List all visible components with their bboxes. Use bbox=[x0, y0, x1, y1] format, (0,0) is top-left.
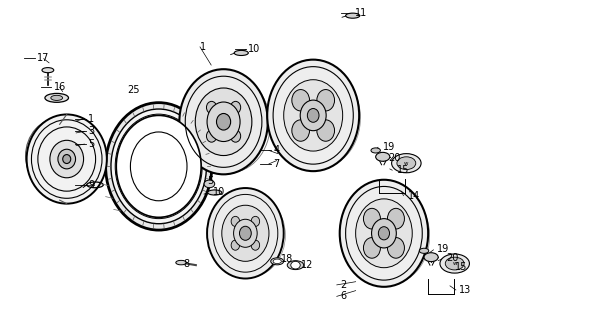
Ellipse shape bbox=[176, 260, 186, 265]
Ellipse shape bbox=[230, 101, 241, 114]
Ellipse shape bbox=[195, 88, 252, 156]
Ellipse shape bbox=[356, 199, 413, 268]
Text: 19: 19 bbox=[383, 142, 395, 152]
Text: 15: 15 bbox=[397, 165, 410, 175]
Text: 20: 20 bbox=[446, 253, 458, 263]
Ellipse shape bbox=[376, 152, 390, 161]
Ellipse shape bbox=[111, 109, 206, 224]
Ellipse shape bbox=[206, 130, 217, 142]
Text: 12: 12 bbox=[301, 260, 314, 269]
Text: 10: 10 bbox=[213, 188, 225, 197]
Ellipse shape bbox=[317, 120, 335, 141]
Ellipse shape bbox=[392, 154, 421, 173]
Ellipse shape bbox=[424, 253, 438, 262]
Text: w: w bbox=[404, 161, 408, 166]
Ellipse shape bbox=[204, 180, 215, 188]
Ellipse shape bbox=[346, 13, 360, 18]
Text: 13: 13 bbox=[459, 285, 472, 295]
Ellipse shape bbox=[58, 149, 76, 169]
Text: 17: 17 bbox=[37, 53, 50, 63]
Ellipse shape bbox=[307, 108, 319, 122]
Text: 9: 9 bbox=[88, 180, 94, 190]
Ellipse shape bbox=[179, 69, 268, 174]
Text: 10: 10 bbox=[248, 44, 261, 54]
Ellipse shape bbox=[239, 226, 251, 240]
Ellipse shape bbox=[233, 219, 257, 247]
Text: 11: 11 bbox=[355, 8, 366, 19]
Ellipse shape bbox=[300, 100, 326, 131]
Ellipse shape bbox=[397, 157, 416, 170]
Ellipse shape bbox=[388, 237, 404, 258]
Ellipse shape bbox=[440, 254, 469, 273]
Text: 1: 1 bbox=[200, 42, 206, 52]
Ellipse shape bbox=[207, 188, 284, 278]
Ellipse shape bbox=[251, 216, 259, 227]
Ellipse shape bbox=[42, 68, 54, 73]
Ellipse shape bbox=[378, 227, 389, 240]
Ellipse shape bbox=[27, 115, 107, 204]
Ellipse shape bbox=[284, 80, 343, 151]
Text: w: w bbox=[453, 261, 457, 266]
Ellipse shape bbox=[50, 140, 83, 178]
Text: 2: 2 bbox=[340, 280, 346, 290]
Ellipse shape bbox=[230, 130, 241, 142]
Ellipse shape bbox=[231, 216, 239, 227]
Ellipse shape bbox=[45, 93, 69, 102]
Ellipse shape bbox=[51, 95, 63, 100]
Ellipse shape bbox=[207, 102, 240, 141]
Ellipse shape bbox=[371, 148, 381, 153]
Text: 5: 5 bbox=[207, 176, 213, 186]
Ellipse shape bbox=[251, 240, 259, 250]
Ellipse shape bbox=[363, 208, 381, 229]
Ellipse shape bbox=[216, 114, 230, 130]
Text: 15: 15 bbox=[454, 262, 467, 272]
Ellipse shape bbox=[131, 132, 187, 201]
Text: 14: 14 bbox=[408, 191, 420, 201]
Ellipse shape bbox=[363, 237, 381, 258]
Text: 20: 20 bbox=[389, 153, 401, 164]
Ellipse shape bbox=[116, 116, 201, 217]
Text: 6: 6 bbox=[340, 292, 346, 301]
Text: 8: 8 bbox=[183, 259, 190, 268]
Text: 16: 16 bbox=[54, 82, 66, 92]
Ellipse shape bbox=[106, 103, 212, 230]
Text: 19: 19 bbox=[437, 244, 449, 254]
Text: 4: 4 bbox=[273, 146, 279, 156]
Ellipse shape bbox=[63, 155, 71, 164]
Text: 3: 3 bbox=[88, 126, 94, 136]
Ellipse shape bbox=[267, 60, 359, 171]
Text: 25: 25 bbox=[127, 85, 139, 95]
Text: 18: 18 bbox=[281, 254, 294, 264]
Text: 1: 1 bbox=[88, 114, 94, 124]
Ellipse shape bbox=[115, 114, 202, 219]
Ellipse shape bbox=[420, 248, 428, 253]
Ellipse shape bbox=[271, 258, 284, 265]
Ellipse shape bbox=[287, 261, 304, 270]
Text: 5: 5 bbox=[88, 139, 94, 149]
Ellipse shape bbox=[292, 90, 310, 111]
Ellipse shape bbox=[231, 240, 239, 250]
Ellipse shape bbox=[206, 101, 217, 114]
Ellipse shape bbox=[292, 120, 310, 141]
Ellipse shape bbox=[372, 219, 397, 248]
Ellipse shape bbox=[25, 118, 94, 194]
Ellipse shape bbox=[207, 190, 222, 195]
Ellipse shape bbox=[317, 90, 335, 111]
Ellipse shape bbox=[388, 208, 404, 229]
Ellipse shape bbox=[234, 50, 248, 55]
Ellipse shape bbox=[340, 180, 428, 287]
Ellipse shape bbox=[222, 205, 269, 261]
Text: 7: 7 bbox=[273, 159, 280, 169]
Ellipse shape bbox=[445, 257, 464, 270]
Ellipse shape bbox=[291, 261, 300, 269]
Ellipse shape bbox=[273, 259, 281, 264]
